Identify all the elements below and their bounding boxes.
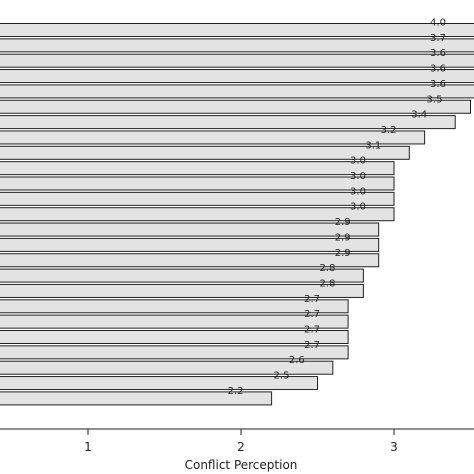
- bar-16: [0, 253, 380, 268]
- data-label-12: 3.0: [350, 186, 366, 197]
- data-label-14: 2.9: [335, 217, 351, 228]
- bar-11: [0, 176, 395, 191]
- bar-8: [0, 130, 426, 145]
- bar-1: [0, 23, 474, 37]
- data-label-7: 3.4: [411, 110, 427, 121]
- bar-12: [0, 191, 395, 206]
- x-axis-title: Conflict Perception: [185, 458, 298, 472]
- data-label-9: 3.1: [365, 140, 381, 151]
- bar-9: [0, 145, 410, 160]
- data-label-25: 2.2: [228, 386, 244, 397]
- bar-2: [0, 38, 474, 53]
- data-label-6: 3.5: [427, 94, 443, 105]
- data-label-23: 2.6: [289, 355, 305, 366]
- bars-group: [0, 23, 474, 406]
- data-label-20: 2.7: [304, 309, 320, 320]
- data-label-10: 3.0: [350, 156, 366, 167]
- data-label-24: 2.5: [274, 371, 290, 382]
- data-label-16: 2.9: [335, 248, 351, 259]
- data-labels-group: 4.0 3.7 3.6 3.6 3.6 3.53.4 3.23.1 3.0 3.0 3.0 3.0 2…: [228, 18, 446, 397]
- bar-23: [0, 360, 334, 375]
- data-label-11: 3.0: [350, 171, 366, 182]
- bar-22: [0, 345, 349, 360]
- bar-14: [0, 222, 380, 237]
- x-tick-label-2: 2: [237, 440, 245, 454]
- x-ticks-group: 1 2 3: [84, 429, 398, 454]
- bar-24: [0, 376, 318, 391]
- data-label-2: 3.7: [430, 33, 446, 44]
- data-label-18: 2.8: [319, 278, 335, 289]
- bar-5: [0, 84, 474, 99]
- bar-18: [0, 283, 364, 298]
- bar-3: [0, 53, 474, 68]
- data-label-15: 2.9: [335, 232, 351, 243]
- data-label-8: 3.2: [381, 125, 397, 136]
- bar-21: [0, 330, 349, 344]
- x-tick-label-1: 1: [84, 440, 92, 454]
- data-label-1: 4.0: [430, 18, 446, 29]
- data-label-19: 2.7: [304, 294, 320, 305]
- bar-19: [0, 299, 349, 314]
- data-label-5: 3.6: [430, 79, 446, 90]
- x-tick-label-3: 3: [390, 440, 398, 454]
- bar-10: [0, 161, 395, 176]
- data-label-21: 2.7: [304, 325, 320, 336]
- data-label-3: 3.6: [430, 48, 446, 59]
- data-label-4: 3.6: [430, 64, 446, 75]
- bar-25: [0, 391, 273, 406]
- data-label-13: 3.0: [350, 202, 366, 213]
- bar-7: [0, 115, 456, 130]
- bar-6: [0, 99, 471, 114]
- data-label-17: 2.8: [319, 263, 335, 274]
- bar-13: [0, 207, 395, 222]
- bar-17: [0, 268, 364, 283]
- bar-20: [0, 314, 349, 329]
- bar-4: [0, 69, 474, 84]
- bar-15: [0, 237, 380, 252]
- data-label-22: 2.7: [304, 340, 320, 351]
